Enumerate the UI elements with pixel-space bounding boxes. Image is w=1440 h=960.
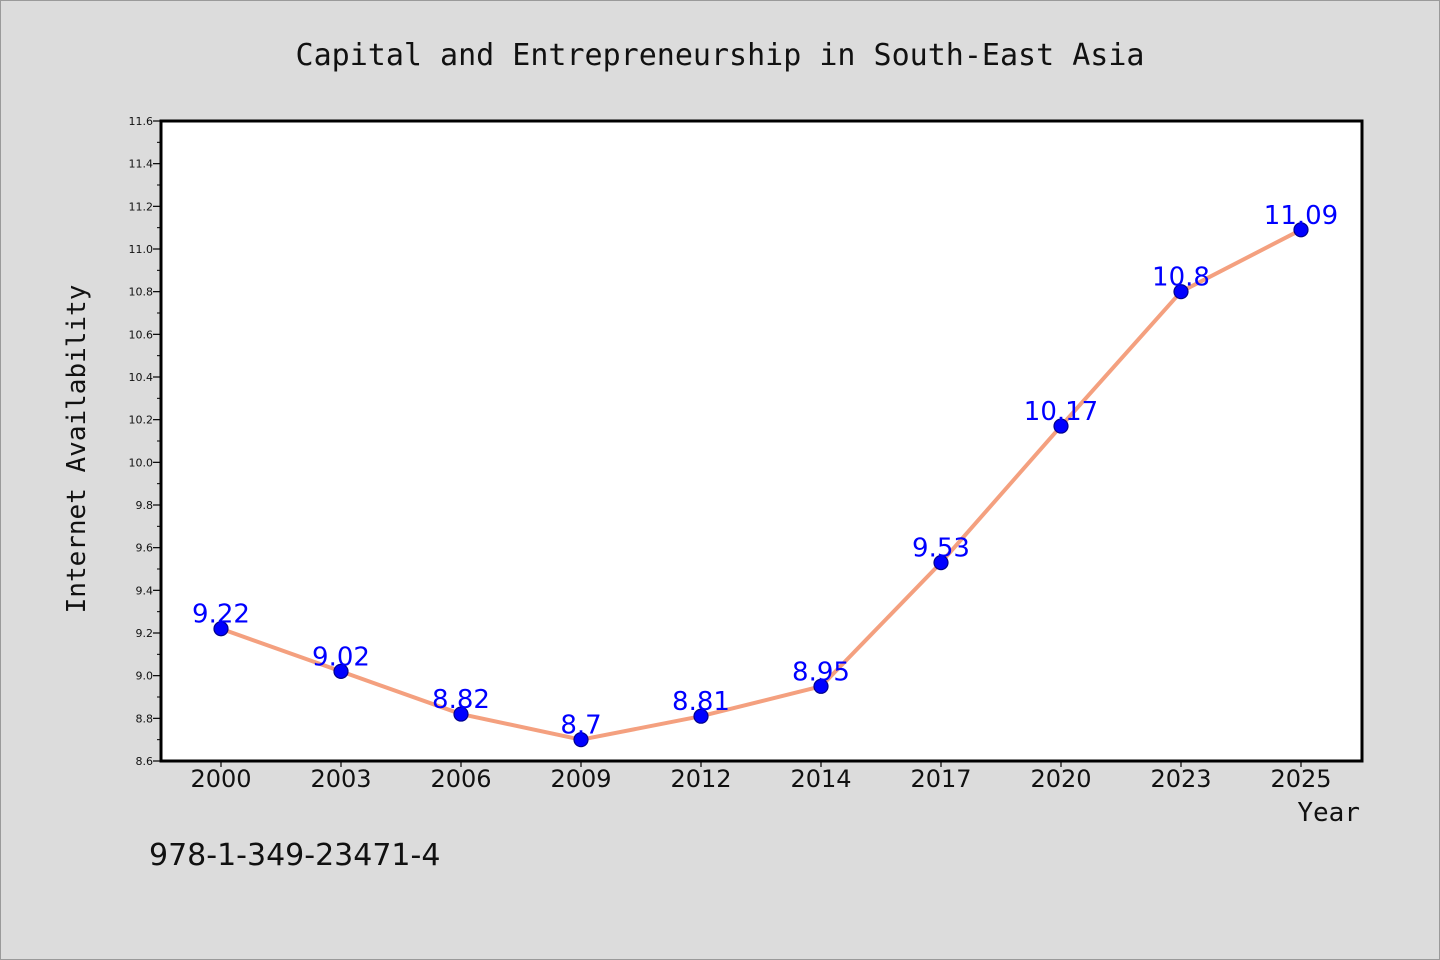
y-tick-label: 11.4	[129, 158, 154, 171]
y-axis-label: Internet Availability	[62, 285, 92, 614]
y-tick-label: 11.0	[129, 243, 154, 256]
y-tick-label: 8.6	[136, 755, 154, 768]
data-label: 8.95	[792, 657, 850, 687]
data-point	[573, 732, 589, 748]
data-label: 8.7	[560, 711, 601, 741]
x-tick-label: 2017	[910, 765, 971, 793]
y-tick-label: 9.4	[136, 584, 154, 597]
x-tick-label: 2012	[670, 765, 731, 793]
data-labels: 9.22 9.02 8.82 8.7 8.81 8.95 9.53 10.17 10.8 11.0…	[192, 201, 1338, 741]
data-point	[1173, 284, 1189, 300]
y-tick-label: 11.2	[129, 200, 154, 213]
data-point	[693, 708, 709, 724]
data-label: 9.22	[192, 600, 250, 630]
data-point	[1053, 418, 1069, 434]
x-axis-label: Year	[1297, 798, 1360, 828]
x-tick-label: 2000	[190, 765, 251, 793]
y-tick-label: 10.8	[129, 286, 154, 299]
x-tick-label: 2014	[790, 765, 851, 793]
data-label: 10.8	[1152, 263, 1210, 293]
series-line	[213, 222, 1309, 748]
data-label: 8.82	[432, 685, 490, 715]
plot-frame	[159, 119, 1364, 763]
x-tick-label: 2003	[310, 765, 371, 793]
y-tick-label: 10.4	[129, 371, 154, 384]
data-label: 9.02	[312, 642, 370, 672]
data-point	[1293, 222, 1309, 238]
chart-title: Capital and Entrepreneurship in South-Ea…	[296, 38, 1145, 73]
x-tick-label: 2009	[550, 765, 611, 793]
data-point	[333, 663, 349, 680]
y-tick-label: 10.2	[129, 414, 154, 427]
x-tick-label: 2006	[430, 765, 491, 793]
data-point	[933, 554, 949, 571]
y-tick-label: 11.6	[129, 115, 154, 128]
series-line-path	[220, 228, 1302, 742]
data-label: 8.81	[672, 687, 730, 717]
x-axis: 2000 2003 2006 2009 2012 2014 2017 2020 2023 2025	[190, 761, 1332, 793]
data-point	[453, 706, 469, 722]
y-tick-label: 9.2	[136, 627, 154, 640]
y-tick-label: 9.6	[136, 542, 154, 555]
data-label: 9.53	[912, 534, 970, 564]
y-axis: 8.6 8.8 9.0 9.2 9.4 9.6 9.8 10.0 10.2 10.4 10.6 10.…	[129, 115, 161, 768]
isbn-annotation: 978-1-349-23471-4	[149, 838, 440, 873]
x-tick-label: 2023	[1150, 765, 1211, 793]
x-tick-label: 2025	[1270, 765, 1331, 793]
data-point	[213, 621, 229, 637]
plot-area	[161, 121, 1362, 761]
y-tick-label: 10.6	[129, 328, 154, 341]
y-tick-label: 8.8	[136, 712, 154, 725]
data-label: 11.09	[1264, 201, 1338, 231]
y-tick-label: 9.0	[136, 670, 154, 683]
data-point	[813, 678, 829, 694]
data-label: 10.17	[1024, 397, 1098, 427]
x-tick-label: 2020	[1030, 765, 1091, 793]
y-tick-label: 10.0	[129, 456, 154, 469]
y-tick-label: 9.8	[136, 499, 154, 512]
